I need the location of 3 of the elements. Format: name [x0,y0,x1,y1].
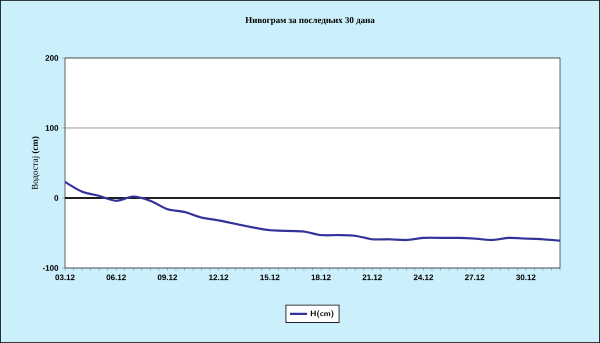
line-series [64,180,562,242]
chart-title: Нивограм за последњих 30 дана [245,17,375,25]
y-axis-title: Водостај (cm) [32,136,40,190]
